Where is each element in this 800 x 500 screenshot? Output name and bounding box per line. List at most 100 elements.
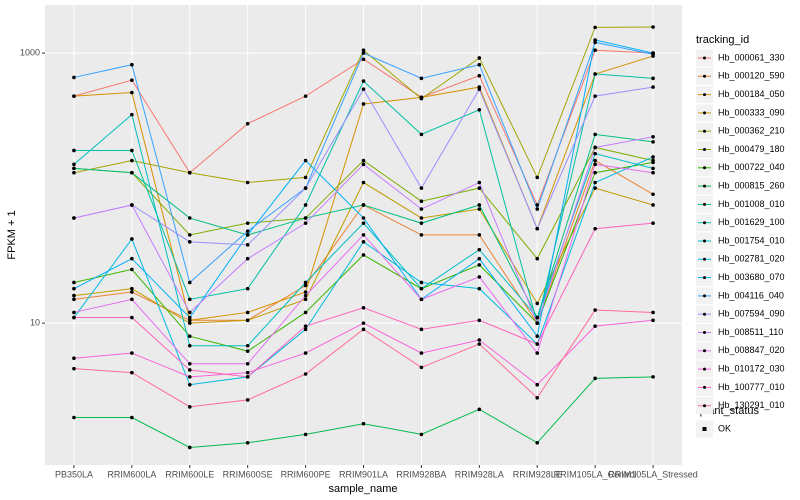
data-point <box>477 275 482 279</box>
data-point <box>535 440 540 445</box>
legend-label: Hb_000722_040 <box>718 162 785 172</box>
data-point <box>593 170 597 175</box>
data-point <box>651 160 655 165</box>
data-point <box>130 62 134 67</box>
data-point <box>535 256 540 261</box>
data-point <box>535 203 540 207</box>
data-point <box>245 256 250 261</box>
data-point <box>651 192 655 197</box>
legend-swatch-point <box>703 385 706 389</box>
x-tick-label: RRIM928LE <box>513 469 562 479</box>
data-point <box>187 382 192 387</box>
data-point <box>303 94 308 98</box>
legend-label: Hb_002781_020 <box>718 254 785 264</box>
data-point <box>651 25 655 29</box>
data-point <box>535 226 540 231</box>
data-point <box>303 175 308 180</box>
x-tick-label: RRIM901LA <box>339 469 388 479</box>
data-point <box>593 186 597 190</box>
data-point <box>535 334 540 339</box>
data-point <box>535 382 540 387</box>
data-point <box>477 73 482 78</box>
data-point <box>130 90 134 95</box>
data-point <box>187 318 192 323</box>
data-point <box>245 286 250 291</box>
legend-label: Hb_000120_590 <box>718 71 785 81</box>
x-tick-label: RRIM105LA_Control <box>554 469 637 479</box>
data-point <box>593 180 597 185</box>
data-point <box>477 207 482 211</box>
data-point <box>535 175 540 180</box>
data-point <box>130 351 134 355</box>
data-point <box>361 158 366 163</box>
data-point <box>187 321 192 325</box>
data-point <box>477 87 482 92</box>
data-point <box>72 166 76 171</box>
data-point <box>535 207 540 211</box>
x-tick-label: RRIM928LA <box>455 469 504 479</box>
data-point <box>477 203 482 207</box>
data-point <box>419 297 424 302</box>
data-point <box>361 327 366 332</box>
legend-label: Hb_000184_050 <box>718 89 785 99</box>
data-point <box>535 315 540 320</box>
points <box>72 25 655 450</box>
legend-label: Hb_001629_100 <box>718 217 785 227</box>
data-point <box>130 112 134 117</box>
data-point <box>187 310 192 315</box>
legend-label: Hb_010172_030 <box>718 363 785 373</box>
legend-title: tracking_id <box>696 34 749 46</box>
legend-swatch-point <box>703 239 706 243</box>
legend-swatch-point <box>703 221 706 225</box>
data-point <box>361 233 366 237</box>
data-point <box>651 85 655 89</box>
data-point <box>477 233 482 237</box>
data-point <box>303 186 308 190</box>
data-point <box>72 415 76 420</box>
legend-label: Hb_000061_330 <box>718 52 785 62</box>
legend-swatch-point <box>703 276 706 280</box>
data-point <box>130 290 134 294</box>
data-point <box>245 121 250 126</box>
legend-label: Hb_130291_010 <box>718 400 785 410</box>
data-point <box>419 207 424 211</box>
legend-swatch-point <box>703 331 706 334</box>
x-tick-label: RRIM105LA_Stressed <box>608 469 698 479</box>
data-point <box>651 134 655 139</box>
data-point <box>361 57 366 62</box>
data-point <box>361 87 366 92</box>
data-point <box>72 280 76 285</box>
data-point <box>651 318 655 323</box>
data-point <box>593 40 597 45</box>
data-point <box>187 297 192 302</box>
data-point <box>303 324 308 328</box>
legend-swatch-point <box>703 367 706 371</box>
data-point <box>419 280 424 285</box>
data-point <box>245 349 250 353</box>
data-point <box>593 145 597 150</box>
data-point <box>419 351 424 355</box>
legend-label: Hb_004116_040 <box>718 290 784 300</box>
data-point <box>303 283 308 288</box>
data-point <box>361 162 366 167</box>
data-point <box>303 216 308 220</box>
data-point <box>72 148 76 153</box>
data-point <box>187 280 192 285</box>
data-point <box>72 356 76 360</box>
data-point <box>72 293 76 298</box>
data-point <box>651 76 655 81</box>
data-point <box>130 237 134 241</box>
data-point <box>651 140 655 144</box>
data-point <box>651 203 655 207</box>
data-point <box>245 343 250 348</box>
data-point <box>130 158 134 163</box>
data-point <box>651 375 655 379</box>
data-point <box>419 96 424 101</box>
legend-label: Hb_003680_070 <box>718 272 785 282</box>
data-point <box>361 221 366 225</box>
data-point <box>130 315 134 320</box>
data-point <box>477 186 482 190</box>
data-point <box>130 297 134 302</box>
data-point <box>419 76 424 81</box>
